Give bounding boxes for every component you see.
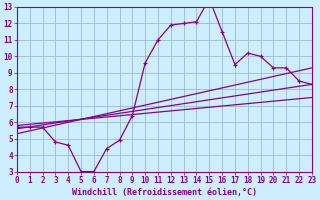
X-axis label: Windchill (Refroidissement éolien,°C): Windchill (Refroidissement éolien,°C) [72,188,257,197]
